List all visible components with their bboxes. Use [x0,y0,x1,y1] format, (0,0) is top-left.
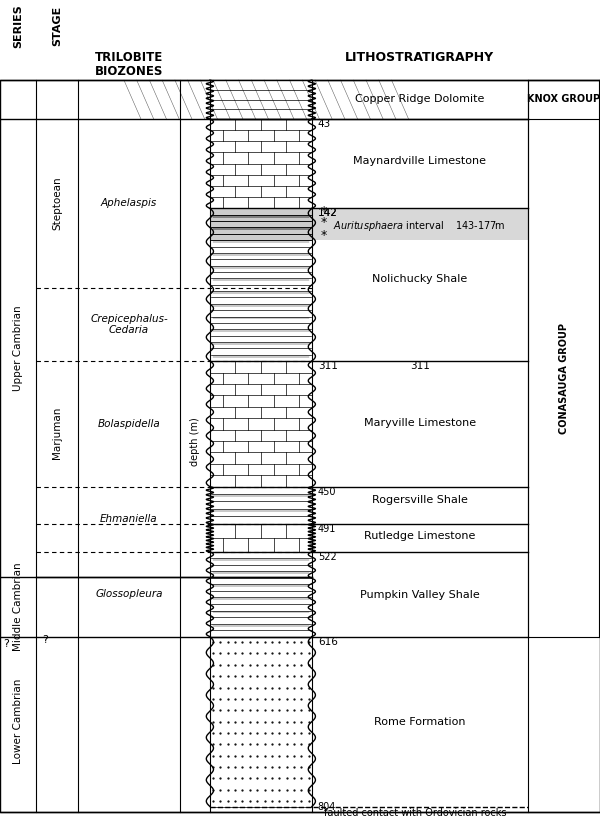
Bar [210,208,312,240]
Text: 142: 142 [318,208,337,218]
Text: 311: 311 [318,361,337,371]
Text: Maryville Limestone: Maryville Limestone [364,418,476,428]
Bar [210,524,312,552]
Text: Rutledge Limestone: Rutledge Limestone [364,531,475,541]
Text: ?: ? [3,639,9,649]
Text: CONASAUGA GROUP: CONASAUGA GROUP [559,323,568,434]
Text: SERIES: SERIES [13,4,23,48]
Bar [312,208,528,240]
Text: Steptoean: Steptoean [52,177,62,230]
Text: *: * [321,205,327,217]
Text: Nolichucky Shale: Nolichucky Shale [372,274,468,284]
Text: Ehmaniella: Ehmaniella [100,515,157,525]
Bar [210,552,312,637]
Text: 311: 311 [410,360,430,371]
Text: *: * [321,217,327,229]
Text: 522: 522 [318,552,337,562]
Text: Marjuman: Marjuman [52,406,62,459]
Text: Glossopleura: Glossopleura [95,589,163,599]
Text: depth (m): depth (m) [190,417,200,466]
Text: Upper Cambrian: Upper Cambrian [13,305,23,391]
Bar [210,208,312,361]
Text: LITHOSTRATIGRAPHY: LITHOSTRATIGRAPHY [345,51,494,64]
Text: Aphelaspis: Aphelaspis [101,198,157,208]
Bar [210,637,312,807]
Text: 43: 43 [318,119,331,129]
Text: Rogersville Shale: Rogersville Shale [372,496,468,505]
Text: 142: 142 [318,208,337,218]
Text: 616: 616 [318,637,337,647]
Text: Rome Formation: Rome Formation [374,716,466,726]
Text: 491: 491 [318,524,336,534]
Bar [210,81,312,119]
Text: faulted contact with Ordovician rocks: faulted contact with Ordovician rocks [324,808,506,818]
Text: Copper Ridge Dolomite: Copper Ridge Dolomite [355,94,485,104]
Text: $\it{Auritusphaera}$ interval    143-177m: $\it{Auritusphaera}$ interval 143-177m [333,219,505,233]
Text: Bolaspidella: Bolaspidella [97,419,161,429]
Text: *: * [321,229,327,242]
Text: TRILOBITE: TRILOBITE [95,51,163,64]
Bar [210,361,312,486]
Text: Maynardville Limestone: Maynardville Limestone [353,156,486,167]
Bar [210,119,312,208]
Text: Crepicephalus-
Cedaria: Crepicephalus- Cedaria [90,314,168,335]
Text: Pumpkin Valley Shale: Pumpkin Valley Shale [360,590,480,600]
Text: 450: 450 [318,486,336,496]
Text: Middle Cambrian: Middle Cambrian [13,563,23,652]
Bar [210,486,312,524]
Text: Lower Cambrian: Lower Cambrian [13,679,23,764]
Text: BIOZONES: BIOZONES [95,65,163,77]
Text: STAGE: STAGE [52,6,62,46]
Text: KNOX GROUP: KNOX GROUP [527,94,600,104]
Text: 804: 804 [318,802,336,812]
Text: ?: ? [42,635,48,645]
